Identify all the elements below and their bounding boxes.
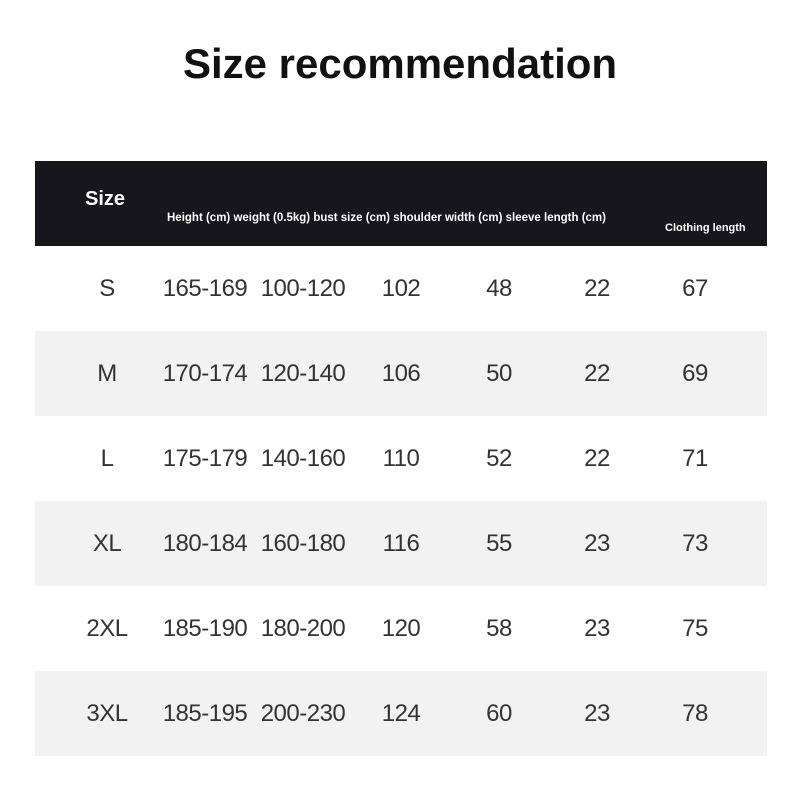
header-columns: Height (cm) weight (0.5kg) bust size (cm… (167, 212, 606, 224)
table-cell: 23 (584, 530, 610, 557)
table-cell: M (97, 360, 117, 387)
table-cell: 140-160 (260, 445, 346, 472)
table-row: L 175-179 140-160 110 52 22 71 (35, 416, 767, 501)
table-cell: 67 (682, 275, 708, 302)
table-cell: L (100, 445, 114, 472)
table-cell: 165-169 (162, 275, 248, 302)
table-cell: 180-184 (162, 530, 248, 557)
table-cell: 23 (584, 700, 610, 727)
table-cell: 170-174 (162, 360, 248, 387)
table-cell: 185-195 (162, 700, 248, 727)
table-cell: 180-200 (260, 615, 346, 642)
table-cell: XL (92, 530, 122, 557)
table-cell: 22 (584, 275, 610, 302)
table-cell: 2XL (86, 615, 128, 642)
table-cell: 73 (682, 530, 708, 557)
table-cell: 185-190 (162, 615, 248, 642)
header-clothing-length: Clothing length (665, 222, 746, 234)
table-cell: 23 (584, 615, 610, 642)
table-cell: 3XL (86, 700, 128, 727)
header-size: Size (85, 188, 126, 210)
table-cell: 120-140 (260, 360, 346, 387)
table-cell: 110 (382, 445, 420, 472)
table-cell: 160-180 (260, 530, 346, 557)
table-cell: 75 (682, 615, 708, 642)
table-row: 3XL 185-195 200-230 124 60 23 78 (35, 671, 767, 756)
table-row: M 170-174 120-140 106 50 22 69 (35, 331, 767, 416)
page-title: Size recommendation (182, 40, 618, 87)
table-row: XL 180-184 160-180 116 55 23 73 (35, 501, 767, 586)
table-row: S 165-169 100-120 102 48 22 67 (35, 246, 767, 331)
table-cell: 55 (486, 530, 512, 557)
table-cell: 50 (486, 360, 512, 387)
table-cell: 48 (486, 275, 512, 302)
table-cell: 120 (381, 615, 421, 642)
table-cell: 22 (584, 360, 610, 387)
table-cell: 200-230 (260, 700, 346, 727)
table-cell: 78 (682, 700, 708, 727)
table-cell: 100-120 (260, 275, 346, 302)
table-cell: 69 (682, 360, 708, 387)
table-cell: 102 (381, 275, 421, 302)
table-cell: 175-179 (162, 445, 248, 472)
table-header: Size Height (cm) weight (0.5kg) bust siz… (35, 161, 767, 246)
table-row: 2XL 185-190 180-200 120 58 23 75 (35, 586, 767, 671)
table-cell: S (99, 275, 115, 302)
table-cell: 60 (486, 700, 512, 727)
table-cell: 116 (382, 530, 420, 557)
table-cell: 124 (381, 700, 421, 727)
table-cell: 106 (381, 360, 421, 387)
table-cell: 58 (486, 615, 512, 642)
table-cell: 22 (584, 445, 610, 472)
table-cell: 52 (486, 445, 512, 472)
table-cell: 71 (682, 445, 708, 472)
